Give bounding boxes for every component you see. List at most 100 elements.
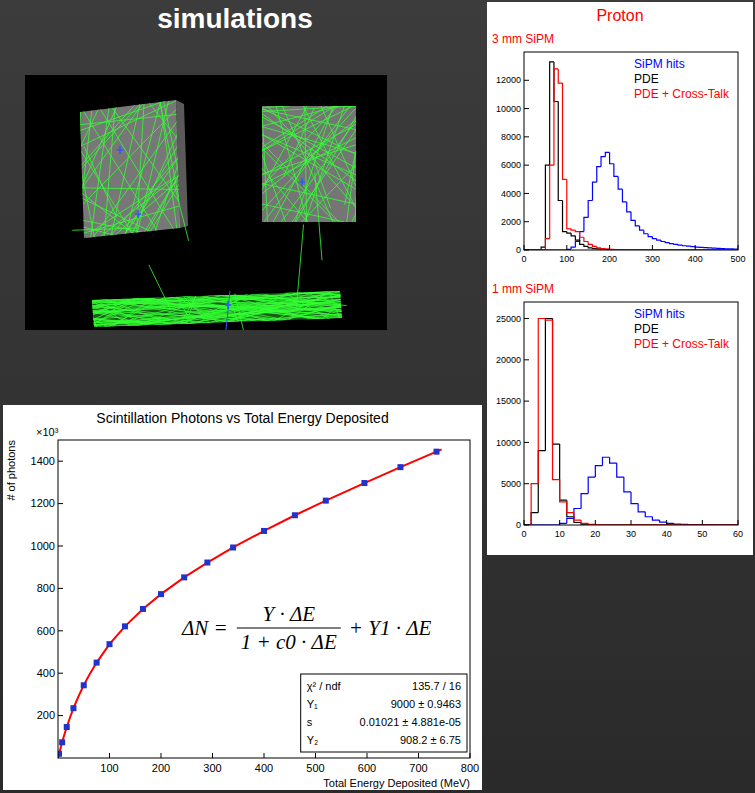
data-point [70, 705, 76, 711]
histogram-bin [678, 244, 682, 246]
optical-track [262, 135, 356, 175]
x-tick [524, 245, 525, 250]
x-tick-label: 20 [590, 529, 600, 539]
x-tick-label: 100 [100, 762, 118, 774]
optical-track [232, 317, 342, 327]
optical-tracks [92, 291, 342, 327]
histogram-bin [667, 522, 674, 523]
histogram-bin [584, 244, 588, 246]
data-point [158, 591, 164, 597]
series-1 [524, 62, 738, 250]
x-tick [595, 520, 596, 525]
histogram-bin [554, 62, 558, 102]
histogram-bin [574, 508, 581, 518]
histogram-bin [545, 319, 552, 451]
histogram-bin [550, 62, 554, 165]
histogram-series [524, 319, 738, 525]
sipm-hit [135, 210, 141, 218]
x-tick-label: 200 [152, 762, 170, 774]
data-point [361, 480, 367, 486]
histogram-bin [661, 240, 665, 241]
y-tick [524, 250, 529, 251]
optical-track [92, 291, 168, 292]
y-tick [524, 483, 529, 484]
histogram-bin [538, 319, 545, 484]
histogram-bin [553, 319, 560, 445]
histogram-bin [592, 244, 596, 246]
x-tick [524, 520, 525, 525]
optical-track [262, 108, 356, 154]
y-tick [524, 80, 529, 81]
optical-track [107, 100, 180, 203]
y-tick-label: 1000 [31, 540, 55, 552]
scintillator [80, 100, 180, 238]
histogram-bin [729, 248, 733, 249]
histogram-bin [575, 236, 579, 240]
optical-track [80, 100, 168, 131]
histogram-bin [712, 247, 716, 248]
x-tick-label: 400 [688, 254, 703, 264]
scintillator [262, 106, 356, 222]
histogram-bin [545, 165, 549, 247]
histogram-bin [558, 102, 562, 201]
histogram-bin [691, 246, 695, 248]
x-tick [738, 245, 739, 250]
histogram-bin [567, 500, 574, 517]
escaping-track [345, 151, 356, 205]
scatter-chart: Scintillation Photons vs Total Energy De… [3, 405, 482, 790]
optical-track [123, 142, 180, 238]
y-tick [524, 401, 529, 402]
y-tick [524, 525, 529, 526]
histogram-bin [597, 246, 601, 247]
optical-track [92, 310, 342, 324]
x-tick [652, 245, 653, 250]
histogram-bin [588, 246, 592, 247]
histogram-bin [588, 477, 595, 494]
histogram-bin [648, 234, 652, 237]
x-tick [418, 753, 419, 758]
histogram-bin [574, 513, 581, 520]
x-tick [631, 520, 632, 525]
optical-track [112, 179, 180, 238]
axis-multiplier: ×10³ [36, 426, 59, 438]
legend: SiPM hitsPDEPDE + Cross-Talk [634, 307, 730, 351]
chart-title: 1 mm SiPM [492, 282, 554, 296]
histogram-bin [567, 179, 571, 229]
y-tick [524, 165, 529, 166]
histogram-bin [674, 523, 681, 525]
data-point [81, 682, 87, 688]
data-point [107, 641, 113, 647]
histogram-bin [622, 189, 626, 202]
sipm-hit [117, 146, 123, 154]
x-tick-label: 60 [733, 529, 743, 539]
y-tick-label: 600 [37, 625, 55, 637]
optical-track [92, 303, 206, 327]
optical-track [262, 106, 339, 126]
histogram-bin [584, 217, 588, 231]
histogram-bin [605, 248, 609, 250]
histogram-bin [682, 244, 686, 246]
histogram-bin [524, 249, 528, 250]
histogram-bin [601, 157, 605, 167]
histogram-bin [601, 247, 605, 249]
x-tick [702, 520, 703, 525]
histogram-bin [645, 512, 652, 517]
optical-track [264, 106, 350, 222]
histogram-bin [674, 243, 678, 245]
x-tick-label: 600 [358, 762, 376, 774]
x-tick [470, 753, 471, 758]
escaping-track [72, 228, 137, 230]
x-tick [609, 245, 610, 250]
optical-track [80, 100, 145, 191]
chart-title: Scintillation Photons vs Total Energy De… [96, 410, 388, 426]
x-tick [695, 245, 696, 250]
chart-panel [3, 405, 482, 790]
x-tick-label: 0 [521, 529, 526, 539]
escaping-track [84, 147, 117, 218]
y-tick-label: 12000 [496, 75, 521, 85]
histogram-bin [592, 182, 596, 200]
optical-track [80, 106, 162, 238]
y-tick [524, 318, 529, 319]
histogram-bin [644, 230, 648, 234]
histogram-bin [614, 164, 618, 177]
